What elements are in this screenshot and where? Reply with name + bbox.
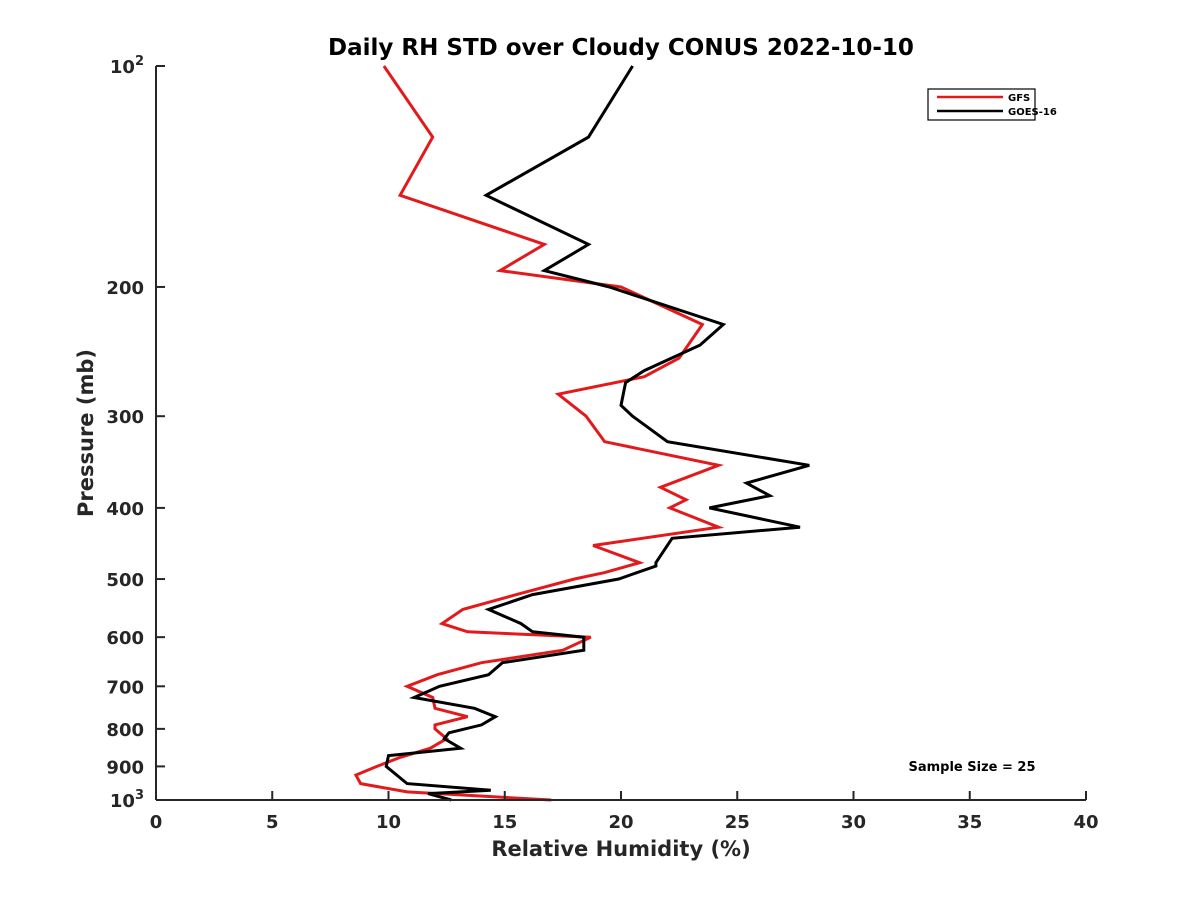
x-tick-label: 20 — [608, 812, 633, 833]
y-tick-label: 200 — [106, 278, 144, 299]
y-tick-label-base: 10 — [110, 791, 135, 812]
y-tick-label: 900 — [106, 757, 144, 778]
y-tick-label: 300 — [106, 407, 144, 428]
legend-box — [927, 88, 1036, 121]
sample-size-annotation: Sample Size = 25 — [908, 760, 1035, 775]
y-tick-label: 600 — [106, 628, 144, 649]
y-tick-label-exponent: 2 — [135, 54, 144, 69]
x-tick-label: 35 — [957, 812, 982, 833]
series-line-gfs — [353, 65, 725, 802]
series-line-goes16 — [384, 65, 810, 802]
y-axis-label: Pressure (mb) — [74, 349, 98, 517]
y-tick-label: 400 — [106, 499, 144, 520]
x-tick-label: 0 — [150, 812, 163, 833]
x-tick-label: 25 — [725, 812, 750, 833]
series-layer — [353, 65, 810, 802]
chart-title: Daily RH STD over Cloudy CONUS 2022-10-1… — [328, 35, 914, 61]
x-tick-label: 10 — [376, 812, 401, 833]
x-ticks: 0 5 10 15 20 25 30 35 40 — [150, 791, 1099, 833]
y-tick-label: 800 — [106, 720, 144, 741]
legend-label-gfs: GFS — [1008, 93, 1030, 104]
y-tick-label-base: 10 — [110, 57, 135, 78]
y-tick-label: 102 — [110, 54, 144, 78]
y-tick-label: 700 — [106, 677, 144, 698]
x-tick-label: 40 — [1073, 812, 1098, 833]
y-tick-label-exponent: 3 — [135, 788, 144, 803]
legend: GFS GOES-16 — [927, 88, 1057, 121]
x-axis-label: Relative Humidity (%) — [491, 837, 750, 861]
x-tick-label: 30 — [841, 812, 866, 833]
y-tick-label: 103 — [110, 788, 144, 812]
x-tick-label: 15 — [492, 812, 517, 833]
y-tick-label: 500 — [106, 570, 144, 591]
x-tick-label: 5 — [266, 812, 279, 833]
legend-label-goes16: GOES-16 — [1008, 107, 1057, 118]
